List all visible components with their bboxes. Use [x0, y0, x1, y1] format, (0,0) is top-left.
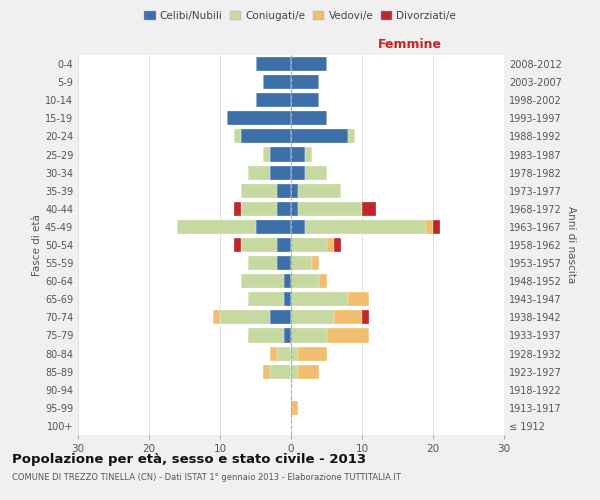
Bar — [241, 202, 277, 216]
Bar — [326, 238, 334, 252]
Bar — [270, 364, 291, 378]
Bar — [291, 148, 305, 162]
Bar — [248, 328, 284, 342]
Bar — [256, 57, 291, 71]
Bar — [241, 238, 277, 252]
Bar — [248, 256, 277, 270]
Bar — [305, 148, 313, 162]
Bar — [248, 292, 284, 306]
Bar — [326, 328, 369, 342]
Bar — [362, 310, 369, 324]
Bar — [263, 364, 270, 378]
Bar — [270, 310, 291, 324]
Bar — [348, 130, 355, 143]
Bar — [220, 310, 270, 324]
Legend: Celibi/Nubili, Coniugati/e, Vedovi/e, Divorziati/e: Celibi/Nubili, Coniugati/e, Vedovi/e, Di… — [141, 8, 459, 24]
Bar — [291, 328, 326, 342]
Bar — [284, 274, 291, 288]
Bar — [256, 220, 291, 234]
Bar — [291, 57, 326, 71]
Bar — [291, 310, 334, 324]
Bar — [319, 274, 326, 288]
Y-axis label: Fasce di età: Fasce di età — [32, 214, 42, 276]
Bar — [334, 238, 341, 252]
Bar — [291, 256, 313, 270]
Bar — [291, 292, 348, 306]
Bar — [241, 274, 284, 288]
Bar — [305, 220, 426, 234]
Bar — [241, 130, 291, 143]
Bar — [291, 166, 305, 179]
Bar — [277, 238, 291, 252]
Bar — [277, 184, 291, 198]
Text: Femmine: Femmine — [378, 38, 442, 51]
Bar — [348, 292, 369, 306]
Bar — [270, 148, 291, 162]
Bar — [291, 202, 298, 216]
Bar — [291, 93, 319, 108]
Bar — [426, 220, 433, 234]
Bar — [291, 401, 298, 415]
Bar — [227, 112, 291, 126]
Bar — [277, 256, 291, 270]
Bar — [234, 130, 241, 143]
Bar — [298, 202, 362, 216]
Bar — [298, 184, 341, 198]
Bar — [277, 202, 291, 216]
Bar — [291, 364, 298, 378]
Bar — [270, 166, 291, 179]
Bar — [270, 346, 277, 360]
Text: Popolazione per età, sesso e stato civile - 2013: Popolazione per età, sesso e stato civil… — [12, 452, 366, 466]
Bar — [433, 220, 440, 234]
Bar — [291, 184, 298, 198]
Bar — [298, 364, 319, 378]
Bar — [284, 328, 291, 342]
Bar — [291, 274, 319, 288]
Bar — [298, 346, 326, 360]
Bar — [291, 75, 319, 89]
Bar — [178, 220, 256, 234]
Bar — [284, 292, 291, 306]
Bar — [362, 202, 376, 216]
Text: COMUNE DI TREZZO TINELLA (CN) - Dati ISTAT 1° gennaio 2013 - Elaborazione TUTTIT: COMUNE DI TREZZO TINELLA (CN) - Dati IST… — [12, 472, 401, 482]
Bar — [291, 112, 326, 126]
Bar — [305, 166, 326, 179]
Bar — [277, 346, 291, 360]
Bar — [241, 184, 277, 198]
Bar — [263, 75, 291, 89]
Bar — [291, 220, 305, 234]
Bar — [291, 130, 348, 143]
Bar — [234, 238, 241, 252]
Bar — [291, 238, 326, 252]
Bar — [234, 202, 241, 216]
Bar — [334, 310, 362, 324]
Y-axis label: Anni di nascita: Anni di nascita — [566, 206, 575, 284]
Bar — [291, 346, 298, 360]
Bar — [263, 148, 270, 162]
Bar — [248, 166, 270, 179]
Bar — [256, 93, 291, 108]
Bar — [213, 310, 220, 324]
Bar — [313, 256, 319, 270]
